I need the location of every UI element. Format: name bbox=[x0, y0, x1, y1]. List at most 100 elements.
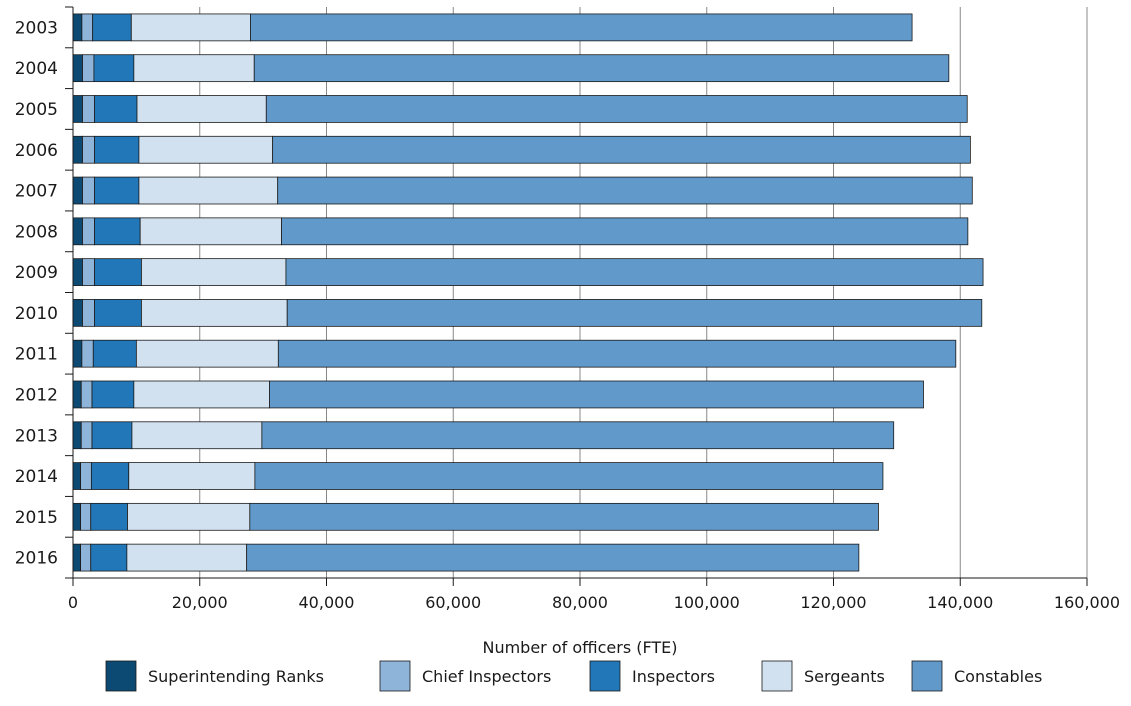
bar-segment bbox=[254, 462, 884, 490]
bar-segment bbox=[138, 135, 274, 164]
bar-segment bbox=[82, 217, 95, 246]
y-tick-label: 2013 bbox=[15, 426, 58, 446]
bar-segment bbox=[126, 543, 248, 572]
bar-segment bbox=[72, 135, 83, 164]
bar-segment bbox=[253, 54, 950, 83]
bar-segment bbox=[94, 299, 142, 327]
bar-segment bbox=[91, 380, 135, 409]
bar-segment bbox=[135, 339, 279, 368]
bar-segment bbox=[82, 95, 95, 123]
bar-segment bbox=[285, 258, 984, 286]
bar-segment bbox=[72, 502, 82, 531]
y-tick-label: 2009 bbox=[15, 263, 58, 283]
gridlines bbox=[199, 7, 1088, 578]
bar-segment bbox=[72, 339, 83, 368]
x-tick-label: 20,000 bbox=[172, 593, 228, 612]
bars bbox=[72, 13, 984, 572]
x-tick-label: 120,000 bbox=[800, 593, 866, 612]
bar-segment bbox=[72, 380, 82, 409]
bar-segment bbox=[94, 217, 141, 246]
legend-swatch bbox=[379, 660, 411, 692]
y-tick-label: 2008 bbox=[15, 222, 58, 242]
legend-swatch bbox=[105, 660, 137, 692]
y-tick-label: 2004 bbox=[15, 59, 58, 79]
bar-segment bbox=[91, 421, 133, 450]
legend: Superintending Ranks Chief Inspectors Insp… bbox=[105, 660, 1042, 692]
legend-label: Constables bbox=[954, 667, 1042, 686]
bar-segment bbox=[286, 299, 983, 327]
x-tick-label: 60,000 bbox=[425, 593, 481, 612]
bar-segment bbox=[72, 421, 82, 450]
bar-segment bbox=[90, 502, 128, 531]
bar-segment bbox=[80, 421, 93, 450]
bar-segment bbox=[82, 258, 95, 286]
bar-segment bbox=[82, 299, 95, 327]
y-tick-label: 2007 bbox=[15, 182, 58, 202]
bar-segment bbox=[92, 13, 132, 42]
bar-segment bbox=[72, 54, 83, 83]
bar-segment bbox=[272, 135, 971, 164]
bar-segment bbox=[277, 339, 957, 368]
bar-segment bbox=[72, 543, 82, 572]
bar-segment bbox=[281, 217, 969, 246]
x-tick-label: 100,000 bbox=[674, 593, 740, 612]
bar-segment bbox=[72, 13, 83, 42]
x-tick-label: 160,000 bbox=[1054, 593, 1120, 612]
bar-segment bbox=[277, 176, 973, 205]
bar-segment bbox=[72, 95, 83, 123]
bar-segment bbox=[72, 217, 83, 246]
x-tick-label: 40,000 bbox=[299, 593, 355, 612]
bar-segment bbox=[133, 54, 255, 83]
y-tick-label: 2003 bbox=[15, 18, 58, 38]
bar-segment bbox=[94, 176, 140, 205]
x-axis-label: Number of officers (FTE) bbox=[482, 638, 677, 657]
bar-segment bbox=[265, 95, 968, 123]
axes bbox=[65, 6, 1088, 586]
bar-segment bbox=[81, 339, 94, 368]
x-tick-labels: 0 20,000 40,000 60,000 80,000 100,000 120,000 1… bbox=[68, 593, 1120, 612]
bar-segment bbox=[269, 380, 924, 409]
bar-segment bbox=[141, 258, 287, 286]
bar-segment bbox=[246, 543, 860, 572]
bar-segment bbox=[80, 502, 92, 531]
bar-segment bbox=[90, 462, 130, 490]
bar-segment bbox=[94, 258, 142, 286]
bar-segment bbox=[80, 380, 93, 409]
bar-segment bbox=[80, 462, 92, 490]
bar-segment bbox=[249, 502, 879, 531]
y-tick-label: 2016 bbox=[15, 549, 58, 569]
y-tick-labels: 2003 2004 2005 2006 2007 2008 2009 2010 2011 2012… bbox=[15, 18, 58, 568]
y-tick-label: 2014 bbox=[15, 467, 58, 487]
legend-label: Inspectors bbox=[632, 667, 715, 686]
bar-segment bbox=[72, 299, 83, 327]
y-tick-label: 2006 bbox=[15, 141, 58, 161]
bar-segment bbox=[94, 95, 138, 123]
bar-segment bbox=[82, 54, 95, 83]
bar-segment bbox=[92, 339, 137, 368]
x-tick-label: 80,000 bbox=[552, 593, 608, 612]
bar-segment bbox=[133, 380, 270, 409]
bar-segment bbox=[141, 299, 288, 327]
bar-segment bbox=[82, 135, 95, 164]
bar-segment bbox=[136, 95, 267, 123]
bar-segment bbox=[94, 135, 140, 164]
bar-segment bbox=[93, 54, 135, 83]
bar-segment bbox=[131, 421, 263, 450]
legend-swatch bbox=[589, 660, 621, 692]
y-tick-label: 2005 bbox=[15, 100, 58, 120]
bar-segment bbox=[127, 502, 251, 531]
bar-segment bbox=[72, 462, 82, 490]
y-tick-label: 2015 bbox=[15, 508, 58, 528]
bar-segment bbox=[90, 543, 128, 572]
legend-swatch bbox=[761, 660, 793, 692]
bar-segment bbox=[138, 176, 279, 205]
bar-segment bbox=[139, 217, 282, 246]
y-tick-label: 2010 bbox=[15, 304, 58, 324]
bar-segment bbox=[261, 421, 895, 450]
bar-segment bbox=[82, 176, 95, 205]
bar-segment bbox=[81, 13, 94, 42]
legend-label: Superintending Ranks bbox=[148, 667, 324, 686]
legend-label: Chief Inspectors bbox=[422, 667, 551, 686]
